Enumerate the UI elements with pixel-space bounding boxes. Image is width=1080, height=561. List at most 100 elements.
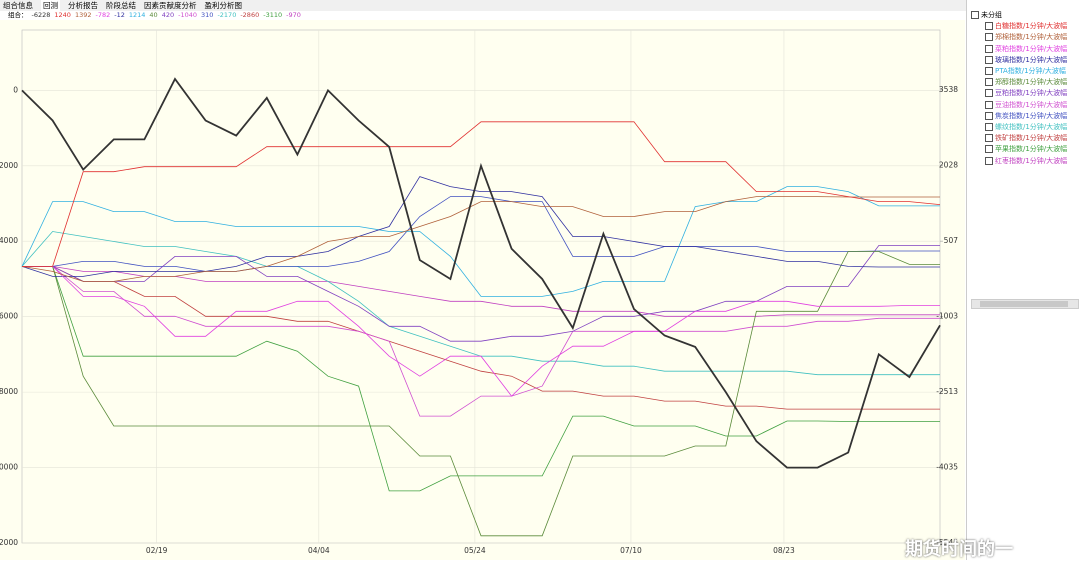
series-line: [22, 266, 940, 492]
tree-item-label: 豆油指数/1分钟/大波幅: [995, 100, 1068, 109]
y-tick-label: -10000: [0, 463, 18, 472]
tab[interactable]: 因素贡献度分析: [144, 1, 197, 10]
tab[interactable]: 组合信息: [3, 1, 33, 10]
tree-item[interactable]: 焦炭指数/1分钟/大波幅: [985, 111, 1079, 122]
checkbox[interactable]: [985, 55, 993, 64]
summary-value: 40: [149, 11, 158, 19]
series-line: [21, 186, 940, 297]
checkbox[interactable]: [985, 145, 993, 154]
tree-item-label: PTA指数/1分钟/大波幅: [995, 67, 1066, 75]
summary-value: -1040: [178, 11, 198, 19]
scroll-thumb[interactable]: [980, 301, 1068, 307]
tree-item[interactable]: 红枣指数/1分钟/大波幅: [985, 156, 1079, 167]
series-line: [22, 245, 940, 342]
summary-label: 组合：: [8, 11, 28, 19]
summary-value: 1214: [128, 11, 146, 19]
tree-item-label: 菜粕指数/1分钟/大波幅: [995, 44, 1068, 53]
series-line: [22, 121, 941, 267]
y2-tick-label: -2513: [936, 387, 958, 396]
x-tick-label: 05/24: [464, 546, 486, 555]
y2-tick-label: 507: [944, 236, 959, 245]
tab[interactable]: 盈利分析图: [204, 1, 243, 10]
series-line: [21, 77, 941, 469]
chart-background: [0, 20, 965, 560]
tree-item-label: 郑醇指数/1分钟/大波幅: [995, 78, 1068, 87]
y2-tick-label: 2028: [939, 160, 958, 169]
tree-item[interactable]: 白糖指数/1分钟/大波幅: [985, 21, 1079, 32]
summary-header: 组合： -6228 1240 1392 -782 -12 1214 40 420 -1040 310…: [8, 11, 305, 20]
tree-item[interactable]: PTA指数/1分钟/大波幅: [985, 66, 1079, 77]
tree-item[interactable]: 郑醇指数/1分钟/大波幅: [985, 77, 1079, 88]
y2-tick-label: -4035: [936, 463, 958, 472]
tree-item-label: 红枣指数/1分钟/大波幅: [995, 156, 1068, 165]
y2-tick-label: -5545: [936, 538, 958, 547]
summary-value: 1240: [54, 11, 71, 19]
summary-value: -3110: [263, 11, 283, 19]
tree-item-label: 郑棉指数/1分钟/大波幅: [995, 33, 1068, 42]
series-line: [22, 196, 940, 272]
tree-item[interactable]: 玻璃指数/1分钟/大波幅: [985, 55, 1079, 66]
checkbox[interactable]: [985, 156, 993, 165]
tree-item-label: 玻璃指数/1分钟/大波幅: [995, 55, 1068, 64]
x-tick-label: 02/19: [146, 546, 168, 555]
scrollbar[interactable]: [971, 299, 1079, 309]
y-tick-label: 0: [13, 85, 18, 94]
watermark: 期货时间的一: [905, 539, 1013, 560]
y-tick-label: -4000: [0, 236, 18, 245]
checkbox[interactable]: [985, 123, 993, 131]
tree-item-label: 苹果指数/1分钟/大波幅: [995, 145, 1068, 154]
checkbox[interactable]: [985, 22, 993, 31]
tree-root-label: 未分组: [981, 11, 1002, 19]
checkbox[interactable]: [985, 100, 993, 109]
checkbox[interactable]: [985, 67, 993, 75]
summary-value: 310: [201, 11, 214, 19]
y-tick-label: -12000: [0, 538, 18, 547]
summary-value: 1392: [74, 11, 92, 19]
tree-item[interactable]: 铁矿指数/1分钟/大波幅: [985, 133, 1079, 144]
tab[interactable]: 回测: [41, 0, 60, 11]
y-tick-label: -6000: [0, 312, 18, 321]
x-tick-label: 08/23: [773, 546, 795, 555]
summary-value: -782: [95, 11, 111, 19]
y-tick-label: -8000: [0, 387, 18, 396]
checkbox[interactable]: [985, 134, 993, 143]
tree-item-label: 豆粕指数/1分钟/大波幅: [995, 89, 1068, 98]
tree-item-label: 铁矿指数/1分钟/大波幅: [995, 134, 1068, 143]
summary-value: -970: [286, 11, 301, 19]
tree-item-label: 螺纹指数/1分钟/大波幅: [995, 123, 1068, 131]
tree-item[interactable]: 螺纹指数/1分钟/大波幅: [985, 122, 1079, 133]
checkbox[interactable]: [985, 89, 993, 98]
tree-item[interactable]: 豆油指数/1分钟/大波幅: [985, 100, 1079, 111]
summary-value: -2860: [240, 11, 260, 19]
x-tick-label: 04/04: [308, 546, 330, 555]
tab[interactable]: 分析报告: [68, 1, 98, 10]
x-tick-label: 07/10: [620, 546, 642, 555]
tree-item[interactable]: 菜粕指数/1分钟/大波幅: [985, 44, 1079, 55]
summary-value: -6228: [31, 11, 51, 19]
summary-value: -12: [114, 11, 125, 19]
series-line: [22, 251, 940, 537]
tree-root[interactable]: 未分组: [971, 10, 1065, 21]
summary-value: 420: [161, 11, 175, 19]
tree-item-label: 白糖指数/1分钟/大波幅: [995, 22, 1068, 31]
tab[interactable]: 阶段总结: [106, 1, 136, 10]
checkbox[interactable]: [985, 33, 993, 42]
tab-bar: 组合信息 回测 分析报告 阶段总结 因素贡献度分析 盈利分析图: [0, 0, 968, 11]
tree-item[interactable]: 郑棉指数/1分钟/大波幅: [985, 32, 1079, 43]
tree-item[interactable]: 苹果指数/1分钟/大波幅: [985, 144, 1079, 155]
checkbox[interactable]: [985, 111, 993, 120]
series-line: [22, 266, 940, 417]
y2-tick-label: 3538: [939, 85, 958, 94]
tree-panel: 未分组 白糖指数/1分钟/大波幅 郑棉指数/1分钟/大波幅 菜粕指数/1分钟/大波幅…: [966, 0, 1080, 560]
chart: 0 -2000 -4000 -6000 -8000 -10000 -12000 3538 202…: [0, 20, 965, 560]
tree-item[interactable]: 豆粕指数/1分钟/大波幅: [985, 88, 1079, 99]
series-line: [22, 266, 940, 410]
checkbox[interactable]: [985, 44, 993, 53]
summary-value: -2170: [217, 11, 237, 19]
y2-tick-label: -1003: [936, 311, 958, 320]
series-line: [22, 266, 940, 397]
series-line: [21, 196, 940, 282]
checkbox[interactable]: [985, 78, 993, 87]
y-tick-label: -2000: [0, 161, 18, 170]
